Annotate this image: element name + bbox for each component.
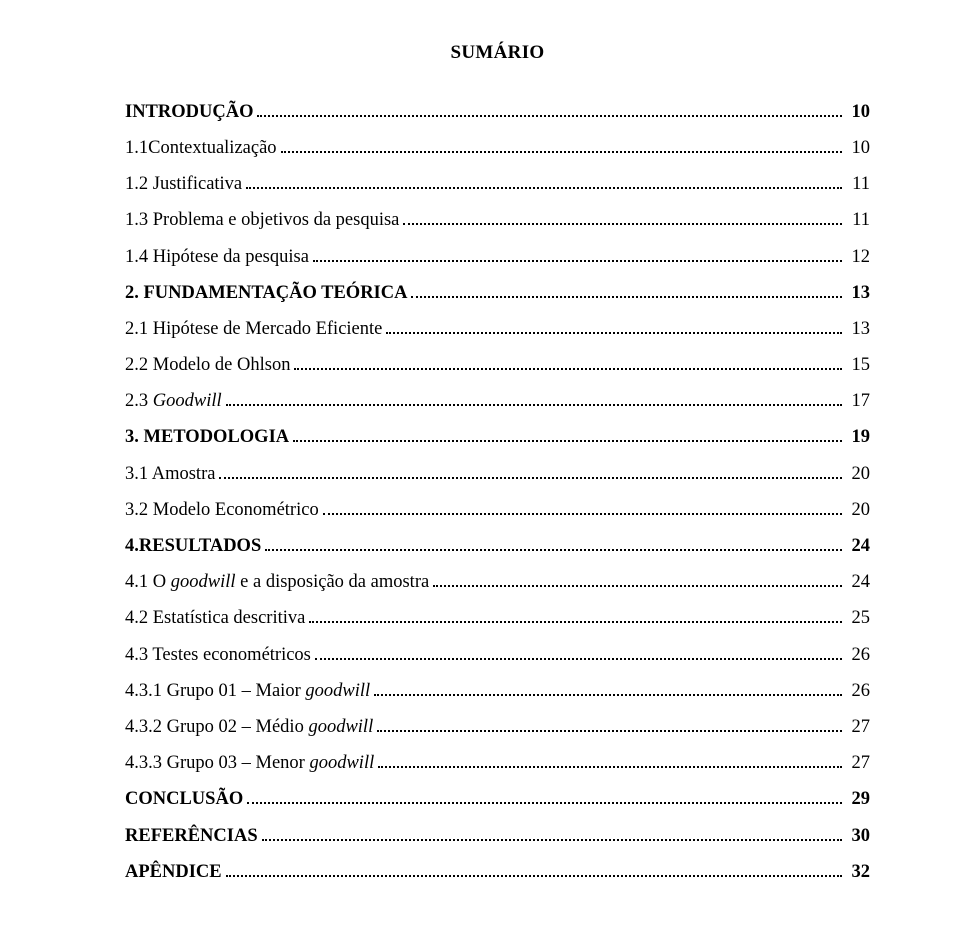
toc-entry-label: 4.3 Testes econométricos — [125, 644, 311, 666]
toc-entry-page: 20 — [846, 499, 870, 521]
toc-entry: 2.1 Hipótese de Mercado Eficiente 13 — [125, 318, 870, 340]
dot-leader — [262, 828, 842, 840]
toc-entry-label: APÊNDICE — [125, 861, 222, 883]
toc-entry-label: 4.RESULTADOS — [125, 535, 261, 557]
toc-entry: 4.RESULTADOS 24 — [125, 535, 870, 557]
dot-leader — [309, 611, 842, 623]
toc-entry-page: 12 — [846, 246, 870, 268]
toc-entry: APÊNDICE 32 — [125, 861, 870, 883]
dot-leader — [313, 249, 842, 261]
dot-leader — [246, 177, 842, 189]
toc-entry-page: 25 — [846, 607, 870, 629]
toc-entry-page: 10 — [846, 137, 870, 159]
toc-entry-label: CONCLUSÃO — [125, 788, 243, 810]
dot-leader — [411, 286, 842, 298]
toc-entry-page: 10 — [846, 101, 870, 123]
toc-entry: CONCLUSÃO 29 — [125, 788, 870, 810]
toc-entry-label: 2.2 Modelo de Ohlson — [125, 354, 290, 376]
toc-entry-label: 2. FUNDAMENTAÇÃO TEÓRICA — [125, 282, 407, 304]
toc-entry-page: 24 — [846, 571, 870, 593]
dot-leader — [294, 358, 842, 370]
toc-entry: 1.4 Hipótese da pesquisa 12 — [125, 246, 870, 268]
toc-entry-label: 3.2 Modelo Econométrico — [125, 499, 319, 521]
dot-leader — [226, 394, 842, 406]
dot-leader — [293, 430, 842, 442]
dot-leader — [374, 684, 842, 696]
toc-entry-page: 19 — [846, 426, 870, 448]
toc-entry: 1.3 Problema e objetivos da pesquisa 11 — [125, 209, 870, 231]
toc-entry-page: 32 — [846, 861, 870, 883]
toc-entry-page: 30 — [846, 825, 870, 847]
dot-leader — [433, 575, 842, 587]
dot-leader — [377, 720, 842, 732]
toc-entry-label: REFERÊNCIAS — [125, 825, 258, 847]
toc-entry-page: 11 — [846, 209, 870, 231]
toc-entry-label: 4.3.1 Grupo 01 – Maior goodwill — [125, 680, 370, 702]
toc-entry: 4.3.2 Grupo 02 – Médio goodwill 27 — [125, 716, 870, 738]
italic-word: goodwill — [308, 717, 373, 737]
toc-entry-page: 15 — [846, 354, 870, 376]
toc-entry: 1.2 Justificativa 11 — [125, 173, 870, 195]
page-container: SUMÁRIO INTRODUÇÃO101.1Contextualização1… — [0, 0, 960, 948]
toc-entry-label: INTRODUÇÃO — [125, 101, 253, 123]
toc-entry: 2.2 Modelo de Ohlson 15 — [125, 354, 870, 376]
toc-entry-label: 4.3.2 Grupo 02 – Médio goodwill — [125, 716, 373, 738]
toc-entry-label: 4.1 O goodwill e a disposição da amostra — [125, 571, 429, 593]
toc-entry: 3.2 Modelo Econométrico 20 — [125, 499, 870, 521]
toc-entry-label: 4.2 Estatística descritiva — [125, 607, 305, 629]
toc-entry-page: 11 — [846, 173, 870, 195]
toc-entry: 4.1 O goodwill e a disposição da amostra… — [125, 571, 870, 593]
toc-entry-label: 3. METODOLOGIA — [125, 426, 289, 448]
toc-entry: 2.3 Goodwill 17 — [125, 390, 870, 412]
dot-leader — [378, 756, 842, 768]
toc-entry: 4.3 Testes econométricos 26 — [125, 644, 870, 666]
dot-leader — [323, 503, 842, 515]
toc-entry-page: 24 — [846, 535, 870, 557]
toc-entry: 4.3.3 Grupo 03 – Menor goodwill 27 — [125, 752, 870, 774]
toc-entry-page: 13 — [846, 318, 870, 340]
italic-word: goodwill — [171, 572, 236, 592]
toc-entry-label: 1.3 Problema e objetivos da pesquisa — [125, 209, 399, 231]
toc-entry-page: 26 — [846, 680, 870, 702]
dot-leader — [219, 467, 842, 479]
toc-entry-page: 26 — [846, 644, 870, 666]
page-title: SUMÁRIO — [125, 42, 870, 65]
toc-entry-page: 17 — [846, 390, 870, 412]
toc-entry-label: 2.3 Goodwill — [125, 390, 222, 412]
toc-entry-label: 1.1Contextualização — [125, 137, 277, 159]
dot-leader — [315, 647, 842, 659]
toc-entry-page: 20 — [846, 463, 870, 485]
italic-word: Goodwill — [153, 391, 222, 411]
italic-word: goodwill — [309, 753, 374, 773]
dot-leader — [265, 539, 842, 551]
toc-entry-page: 29 — [846, 788, 870, 810]
dot-leader — [247, 792, 842, 804]
italic-word: goodwill — [305, 681, 370, 701]
toc-entry-label: 3.1 Amostra — [125, 463, 215, 485]
dot-leader — [281, 141, 842, 153]
toc-entry: REFERÊNCIAS 30 — [125, 825, 870, 847]
dot-leader — [386, 322, 842, 334]
toc-entry-page: 13 — [846, 282, 870, 304]
dot-leader — [257, 105, 842, 117]
toc-entry: 2. FUNDAMENTAÇÃO TEÓRICA 13 — [125, 282, 870, 304]
toc-entry-page: 27 — [846, 716, 870, 738]
toc-entry: 3. METODOLOGIA 19 — [125, 426, 870, 448]
dot-leader — [403, 213, 842, 225]
toc-entry: 1.1Contextualização 10 — [125, 137, 870, 159]
toc-entry: 4.3.1 Grupo 01 – Maior goodwill 26 — [125, 680, 870, 702]
toc-entry: 3.1 Amostra 20 — [125, 463, 870, 485]
toc-list: INTRODUÇÃO 10 1.1Contextualização 10 1.2 Jus… — [125, 101, 870, 883]
toc-entry-label: 1.2 Justificativa — [125, 173, 242, 195]
toc-entry-page: 27 — [846, 752, 870, 774]
toc-entry: 4.2 Estatística descritiva 25 — [125, 607, 870, 629]
toc-entry-label: 4.3.3 Grupo 03 – Menor goodwill — [125, 752, 374, 774]
toc-entry-label: 2.1 Hipótese de Mercado Eficiente — [125, 318, 382, 340]
toc-entry: INTRODUÇÃO 10 — [125, 101, 870, 123]
toc-entry-label: 1.4 Hipótese da pesquisa — [125, 246, 309, 268]
dot-leader — [226, 865, 842, 877]
